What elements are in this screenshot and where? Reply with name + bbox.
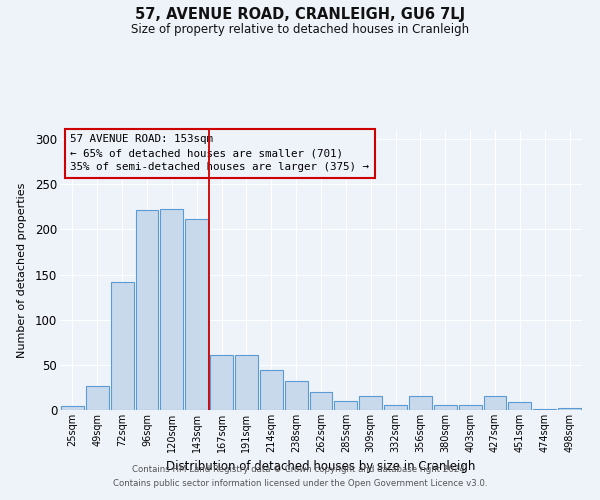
Text: Contains HM Land Registry data © Crown copyright and database right 2024.: Contains HM Land Registry data © Crown c… xyxy=(132,465,468,474)
Bar xyxy=(136,210,158,410)
Text: 57, AVENUE ROAD, CRANLEIGH, GU6 7LJ: 57, AVENUE ROAD, CRANLEIGH, GU6 7LJ xyxy=(135,8,465,22)
Bar xyxy=(210,355,233,410)
Bar xyxy=(533,409,556,410)
Bar xyxy=(235,355,258,410)
Bar xyxy=(111,282,134,410)
Y-axis label: Number of detached properties: Number of detached properties xyxy=(17,182,26,358)
Bar xyxy=(185,220,208,410)
Text: Size of property relative to detached houses in Cranleigh: Size of property relative to detached ho… xyxy=(131,22,469,36)
Text: 57 AVENUE ROAD: 153sqm
← 65% of detached houses are smaller (701)
35% of semi-de: 57 AVENUE ROAD: 153sqm ← 65% of detached… xyxy=(70,134,370,172)
Bar xyxy=(459,404,482,410)
Bar xyxy=(558,408,581,410)
Bar xyxy=(285,381,308,410)
Bar xyxy=(310,392,332,410)
Bar xyxy=(260,370,283,410)
Bar xyxy=(384,406,407,410)
Bar xyxy=(409,396,432,410)
Bar xyxy=(434,404,457,410)
Bar xyxy=(61,406,84,410)
Bar xyxy=(508,402,531,410)
Bar xyxy=(160,210,183,410)
X-axis label: Distribution of detached houses by size in Cranleigh: Distribution of detached houses by size … xyxy=(166,460,476,473)
Bar xyxy=(484,396,506,410)
Bar xyxy=(334,401,357,410)
Bar xyxy=(359,396,382,410)
Bar xyxy=(86,386,109,410)
Text: Contains public sector information licensed under the Open Government Licence v3: Contains public sector information licen… xyxy=(113,478,487,488)
